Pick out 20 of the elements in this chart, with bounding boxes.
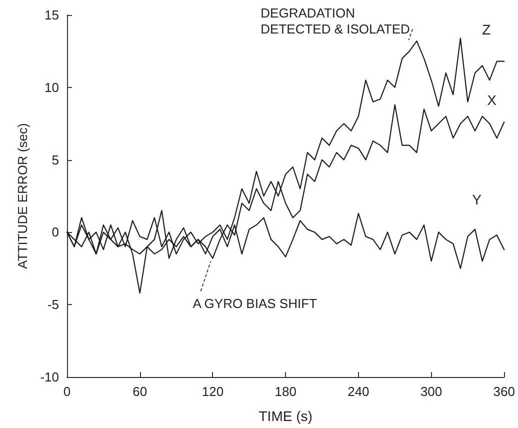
x-axis-title: TIME (s) [258, 408, 312, 424]
y-tick-label: -5 [47, 297, 59, 312]
x-tick-label: 120 [202, 384, 224, 399]
series-label: Z [482, 21, 492, 38]
y-axis-title: ATTITUDE ERROR (sec) [15, 123, 30, 269]
x-tick-label: 60 [132, 384, 148, 399]
x-tick-label: 240 [348, 384, 370, 399]
y-tick-label: 10 [44, 80, 59, 95]
series-label: Y [472, 192, 482, 208]
annotation: A GYRO BIAS SHIFT [192, 296, 318, 311]
annotation: DEGRADATION DETECTED & ISOLATED [260, 6, 410, 37]
y-tick-label: 0 [52, 224, 59, 240]
x-tick-label: 180 [274, 384, 296, 399]
x-tick-label: 300 [420, 384, 442, 399]
y-tick-label: 15 [44, 8, 59, 22]
series-label: X [487, 92, 498, 108]
x-tick-label: 360 [493, 384, 516, 399]
y-tick-label: 5 [52, 152, 59, 168]
y-tick-label: -10 [40, 370, 59, 384]
x-tick-label: 0 [63, 384, 71, 399]
